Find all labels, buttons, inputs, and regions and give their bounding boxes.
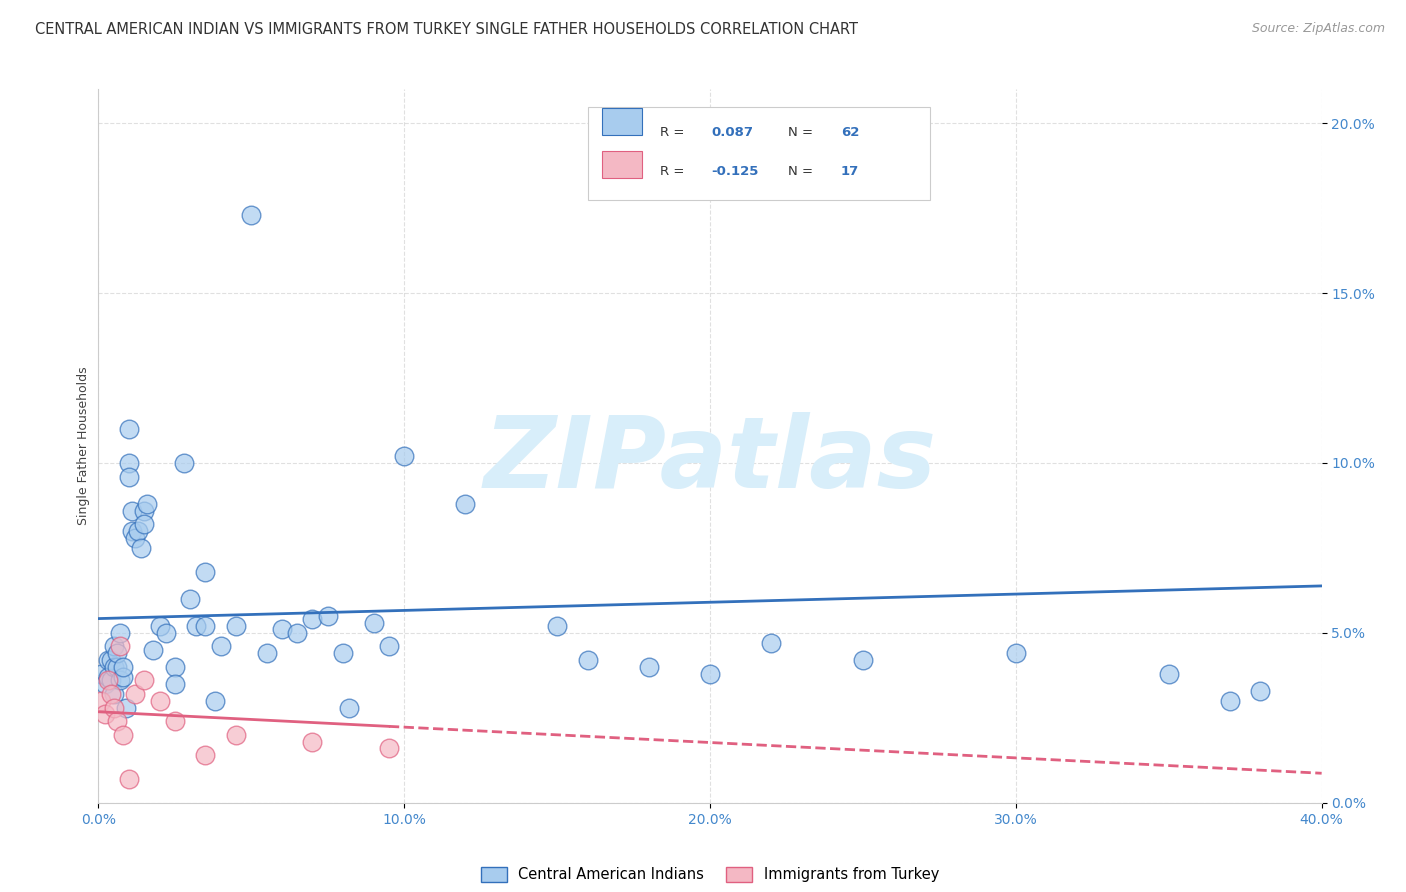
Text: N =: N =: [789, 126, 817, 138]
Point: [108, 626, 131, 640]
Point: [337, 700, 360, 714]
Point: [121, 524, 143, 538]
Point: [105, 714, 128, 729]
Point: [194, 565, 217, 579]
FancyBboxPatch shape: [602, 108, 641, 135]
Point: [93, 707, 115, 722]
Point: [363, 615, 385, 630]
Point: [100, 653, 122, 667]
Point: [1004, 646, 1026, 660]
Text: R =: R =: [659, 165, 689, 178]
Point: [179, 591, 201, 606]
Point: [163, 677, 186, 691]
Point: [124, 531, 146, 545]
Point: [699, 666, 721, 681]
Point: [225, 728, 247, 742]
Point: [127, 524, 149, 538]
Text: ZIPatlas: ZIPatlas: [484, 412, 936, 508]
Point: [186, 619, 208, 633]
Point: [225, 619, 247, 633]
Point: [142, 643, 165, 657]
Point: [100, 687, 122, 701]
Text: 0.087: 0.087: [711, 126, 754, 138]
Point: [134, 673, 156, 688]
Point: [546, 619, 568, 633]
Text: CENTRAL AMERICAN INDIAN VS IMMIGRANTS FROM TURKEY SINGLE FATHER HOUSEHOLDS CORRE: CENTRAL AMERICAN INDIAN VS IMMIGRANTS FR…: [35, 22, 858, 37]
FancyBboxPatch shape: [588, 107, 931, 200]
Point: [97, 673, 120, 688]
Point: [378, 741, 401, 756]
Point: [194, 619, 217, 633]
Point: [105, 646, 128, 660]
Point: [118, 469, 141, 483]
Text: N =: N =: [789, 165, 817, 178]
Point: [97, 653, 120, 667]
Point: [134, 517, 156, 532]
Point: [1157, 666, 1180, 681]
Point: [136, 497, 159, 511]
Point: [90, 694, 112, 708]
Point: [163, 660, 186, 674]
Point: [332, 646, 354, 660]
Point: [759, 636, 782, 650]
Point: [103, 687, 125, 701]
Point: [163, 714, 186, 729]
Text: Source: ZipAtlas.com: Source: ZipAtlas.com: [1251, 22, 1385, 36]
Text: 17: 17: [841, 165, 859, 178]
Text: 62: 62: [841, 126, 859, 138]
Point: [454, 497, 477, 511]
Point: [111, 660, 134, 674]
Text: R =: R =: [659, 126, 689, 138]
Point: [270, 623, 292, 637]
Point: [256, 646, 278, 660]
Point: [209, 640, 232, 654]
Point: [118, 772, 141, 786]
Point: [111, 670, 134, 684]
Point: [118, 456, 141, 470]
Point: [103, 640, 125, 654]
Point: [392, 449, 416, 463]
Point: [576, 653, 599, 667]
Point: [97, 670, 120, 684]
Point: [378, 640, 401, 654]
Point: [240, 208, 263, 222]
Point: [115, 700, 138, 714]
Point: [111, 728, 134, 742]
Text: -0.125: -0.125: [711, 165, 759, 178]
Point: [852, 653, 875, 667]
Point: [316, 608, 339, 623]
Point: [121, 503, 143, 517]
Point: [149, 619, 172, 633]
Point: [194, 748, 217, 763]
Point: [108, 673, 131, 688]
Point: [155, 626, 177, 640]
Point: [1219, 694, 1241, 708]
Y-axis label: Single Father Households: Single Father Households: [77, 367, 90, 525]
Point: [301, 612, 323, 626]
Point: [173, 456, 195, 470]
Point: [301, 734, 323, 748]
Point: [285, 626, 308, 640]
Point: [129, 541, 152, 555]
Point: [108, 640, 131, 654]
Point: [134, 503, 156, 517]
Point: [124, 687, 146, 701]
Point: [1249, 683, 1271, 698]
Point: [103, 700, 125, 714]
Point: [93, 677, 115, 691]
Point: [103, 660, 125, 674]
Point: [637, 660, 661, 674]
FancyBboxPatch shape: [602, 151, 641, 178]
Legend: Central American Indians, Immigrants from Turkey: Central American Indians, Immigrants fro…: [475, 861, 945, 888]
Point: [100, 673, 122, 688]
Point: [90, 666, 112, 681]
Point: [204, 694, 226, 708]
Point: [105, 660, 128, 674]
Point: [149, 694, 172, 708]
Point: [118, 422, 141, 436]
